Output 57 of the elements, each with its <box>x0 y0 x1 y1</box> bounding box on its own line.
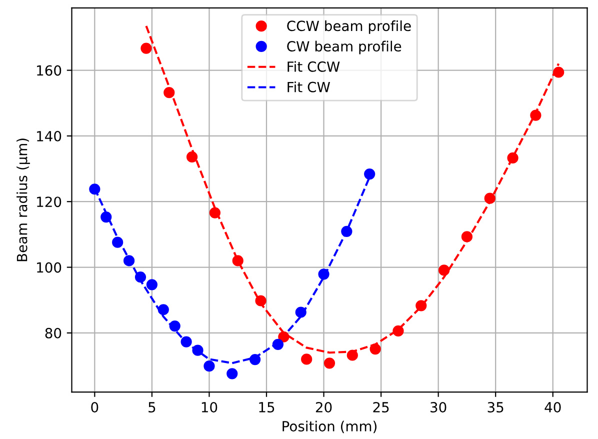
point <box>180 336 192 348</box>
point <box>507 152 518 164</box>
legend-label: CW beam profile <box>287 40 402 54</box>
point <box>226 368 238 380</box>
point <box>301 354 312 365</box>
point <box>461 231 473 242</box>
point <box>255 295 266 306</box>
x-axis-title: Position (mm) <box>282 420 376 434</box>
y-tick-label: 160 <box>37 65 62 76</box>
x-tick-label: 5 <box>148 402 156 412</box>
point <box>553 66 564 78</box>
point <box>204 360 215 372</box>
point <box>346 350 358 361</box>
x-tick-label: 25 <box>373 402 389 412</box>
y-axis-title: Beam radius (µm) <box>16 138 30 262</box>
y-tick-label: 100 <box>37 262 62 273</box>
point <box>295 306 306 318</box>
x-tick-label: 40 <box>544 402 561 412</box>
legend-label: Fit CCW <box>288 61 340 72</box>
point <box>416 300 427 312</box>
point <box>164 87 175 98</box>
point <box>169 320 180 332</box>
point <box>249 354 261 366</box>
point <box>186 151 198 163</box>
y-tick-label: 120 <box>37 196 62 208</box>
point <box>146 279 158 290</box>
x-tick-label: 10 <box>202 402 218 412</box>
point <box>232 255 244 266</box>
point <box>278 331 290 342</box>
legend-label: CCW beam profile <box>287 20 411 34</box>
point <box>324 358 336 369</box>
point <box>370 343 381 355</box>
y-tick-label: 80 <box>45 328 62 338</box>
point <box>438 264 450 276</box>
point <box>272 338 284 350</box>
point <box>484 192 496 204</box>
x-tick-label: 30 <box>430 402 446 412</box>
legend-label: Fit CW <box>288 82 330 92</box>
x-tick-label: 15 <box>259 402 274 412</box>
point <box>100 211 112 223</box>
point <box>530 110 542 121</box>
x-tick-label: 0 <box>91 402 98 412</box>
point <box>140 42 152 54</box>
y-tick-label: 140 <box>37 130 62 142</box>
point <box>89 184 100 195</box>
x-tick-label: 20 <box>316 402 332 412</box>
point <box>192 344 204 356</box>
point <box>209 207 221 218</box>
point <box>123 255 135 266</box>
point <box>341 226 352 238</box>
point <box>134 272 146 283</box>
point <box>318 268 330 280</box>
x-tick-label: 35 <box>488 402 504 412</box>
point <box>158 304 169 316</box>
point <box>112 236 124 248</box>
point <box>392 325 404 337</box>
point <box>364 168 376 180</box>
